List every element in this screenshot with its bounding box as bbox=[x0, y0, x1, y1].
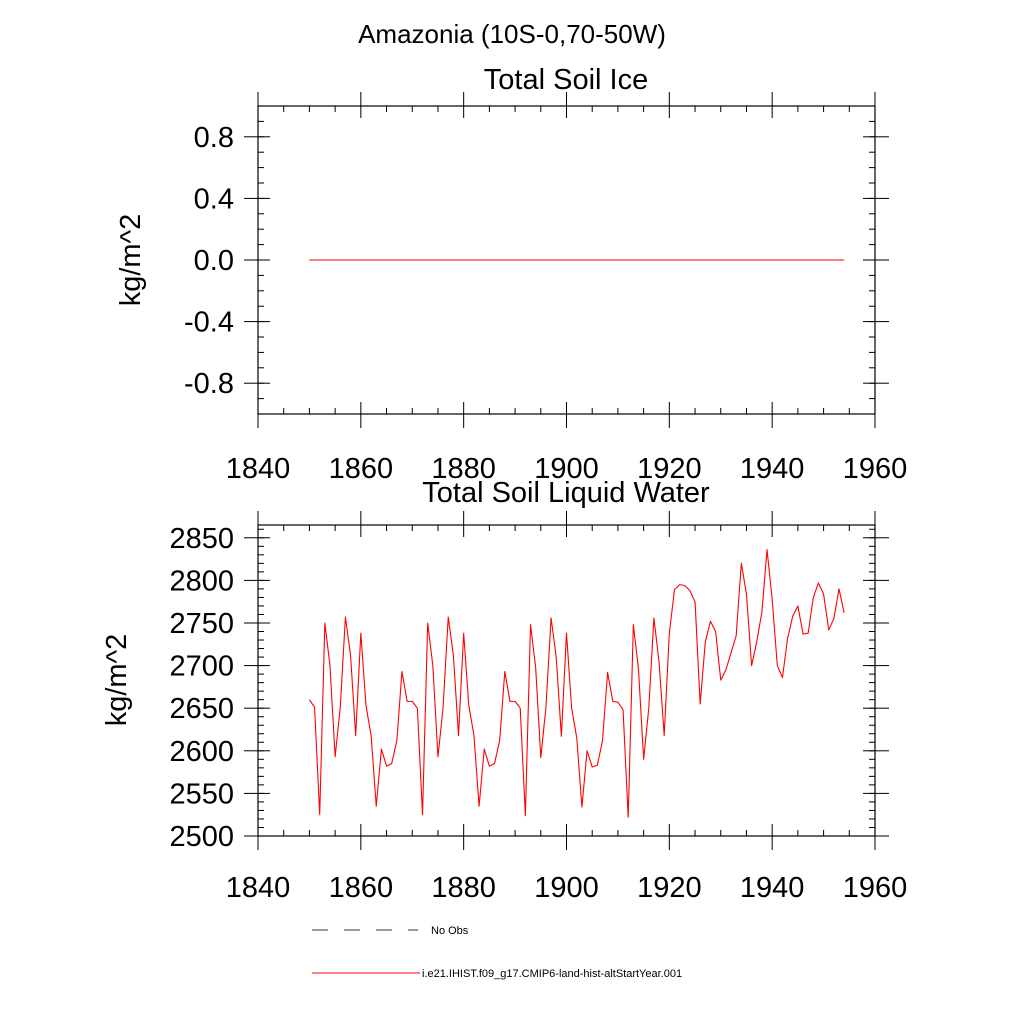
soil-liquid-water-ylabel: kg/m^2 bbox=[101, 634, 133, 727]
x-tick-label: 1880 bbox=[431, 872, 496, 904]
soil-ice-plot-frame bbox=[257, 105, 876, 415]
soil-liquid-water-ticks bbox=[244, 511, 889, 850]
legend-no-obs-label: No Obs bbox=[431, 925, 469, 937]
soil-ice-title: Total Soil Ice bbox=[484, 64, 648, 96]
soil-liquid-water-panel: Total Soil Liquid Water kg/m^2 1840 1860 1… bbox=[101, 477, 907, 904]
x-tick-label: 1940 bbox=[740, 872, 805, 904]
series-line bbox=[308, 549, 845, 818]
soil-liquid-water-plot-frame bbox=[257, 524, 876, 837]
y-tick-label: -0.8 bbox=[184, 368, 234, 400]
x-tick-label: 1920 bbox=[637, 872, 702, 904]
y-tick-label: 2800 bbox=[169, 565, 234, 597]
y-tick-label: 2700 bbox=[169, 651, 234, 683]
x-tick-label: 1840 bbox=[226, 453, 291, 485]
x-tick-label: 1940 bbox=[740, 453, 805, 485]
y-tick-label: 2850 bbox=[169, 523, 234, 555]
legend: No Obs i.e21.IHIST.f09_g17.CMIP6-land-hi… bbox=[312, 925, 682, 980]
x-tick-label: 1840 bbox=[226, 872, 291, 904]
region-title: Amazonia (10S-0,70-50W) bbox=[358, 19, 666, 49]
y-tick-label: 0.0 bbox=[194, 245, 234, 277]
y-tick-label: 0.8 bbox=[194, 122, 234, 154]
x-tick-label: 1900 bbox=[534, 453, 599, 485]
y-tick-label: 0.4 bbox=[194, 183, 234, 215]
x-tick-label: 1900 bbox=[534, 872, 599, 904]
x-tick-label: 1860 bbox=[329, 872, 394, 904]
x-tick-label: 1960 bbox=[843, 872, 908, 904]
x-tick-label: 1880 bbox=[431, 453, 496, 485]
y-tick-label: 2600 bbox=[169, 736, 234, 768]
soil-liquid-water-title: Total Soil Liquid Water bbox=[422, 477, 710, 509]
legend-model-label: i.e21.IHIST.f09_g17.CMIP6-land-hist-altS… bbox=[422, 968, 682, 980]
soil-ice-panel: Total Soil Ice kg/m^2 1840 1860 1880 1900 19… bbox=[115, 64, 907, 485]
x-tick-label: 1920 bbox=[637, 453, 702, 485]
soil-ice-tick-labels: 1840 1860 1880 1900 1920 1940 1960 -0.8 -0.4 0.0 0… bbox=[184, 122, 907, 485]
y-tick-label: -0.4 bbox=[184, 307, 234, 339]
soil-liquid-water-series bbox=[308, 549, 845, 818]
x-tick-label: 1860 bbox=[329, 453, 394, 485]
y-tick-label: 2550 bbox=[169, 778, 234, 810]
soil-ice-ylabel: kg/m^2 bbox=[115, 214, 147, 307]
y-tick-label: 2650 bbox=[169, 693, 234, 725]
x-tick-label: 1960 bbox=[843, 453, 908, 485]
y-tick-label: 2500 bbox=[169, 821, 234, 853]
soil-liquid-water-tick-labels: 1840 1860 1880 1900 1920 1940 1960 2500 2550 2600… bbox=[169, 523, 907, 904]
y-tick-label: 2750 bbox=[169, 608, 234, 640]
